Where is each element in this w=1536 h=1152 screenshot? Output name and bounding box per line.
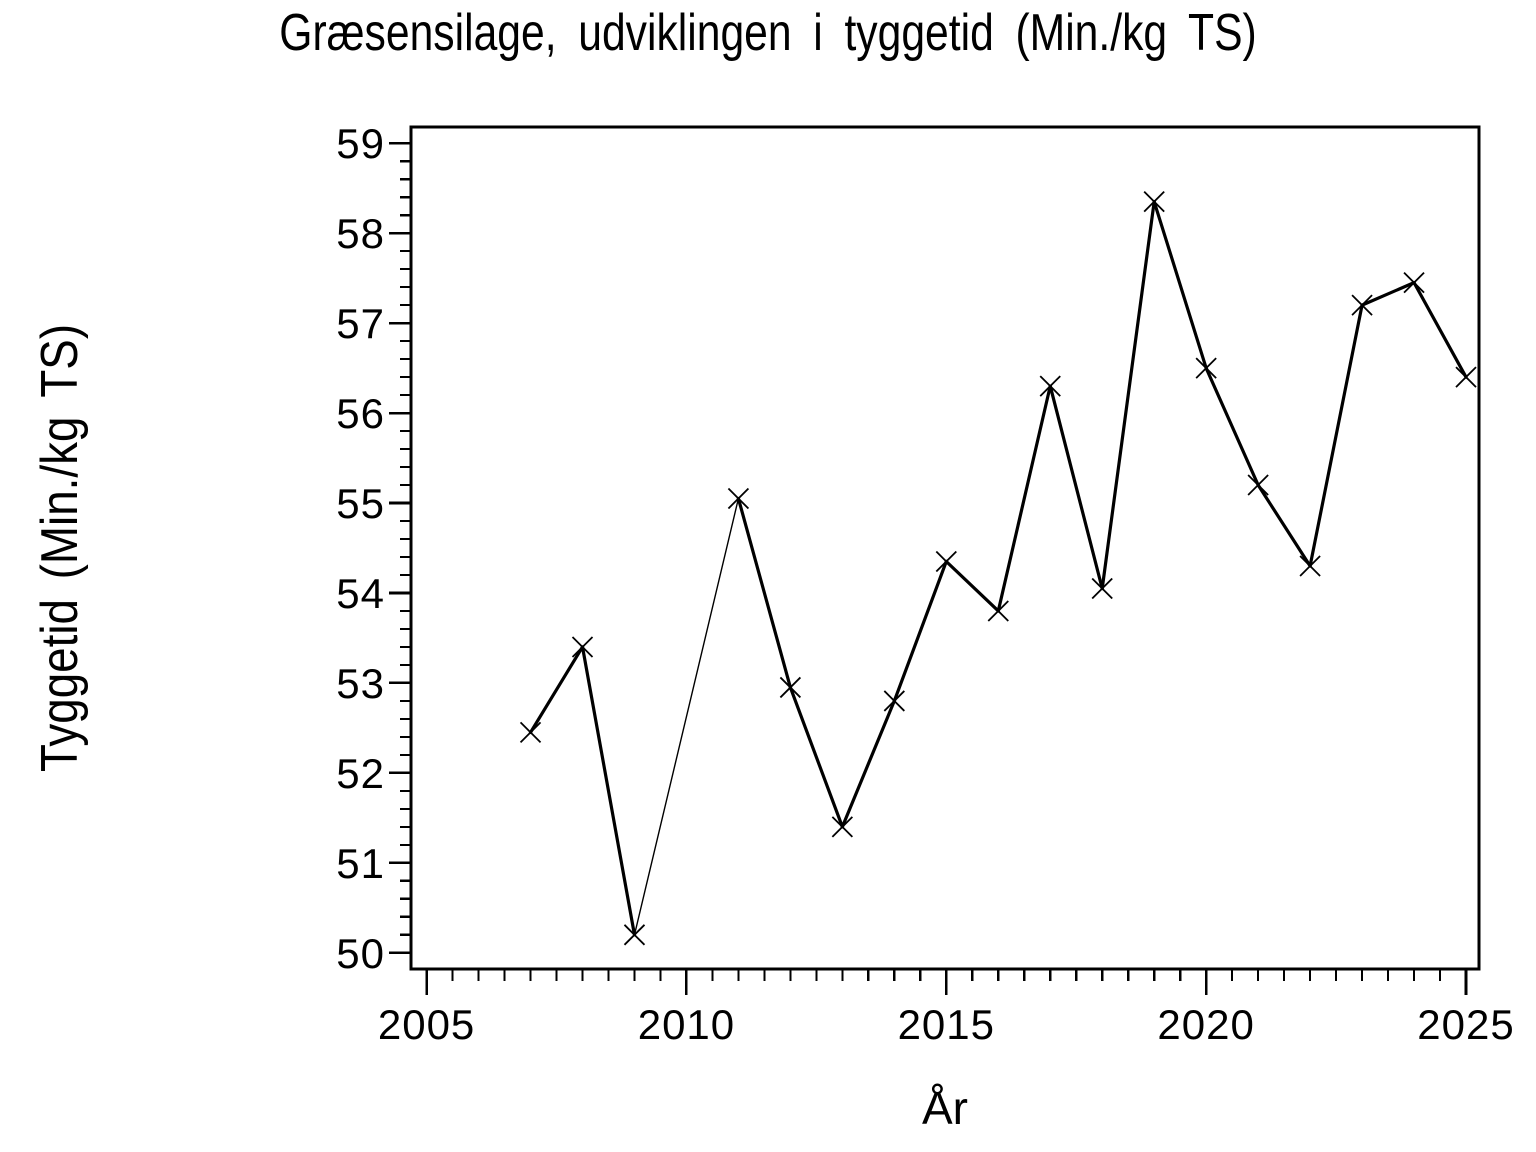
marker-stroke bbox=[1091, 577, 1113, 600]
y-tick-label: 51 bbox=[336, 840, 385, 887]
marker-stroke bbox=[571, 636, 594, 658]
point-marker bbox=[623, 924, 646, 946]
point-marker bbox=[1091, 577, 1113, 600]
point-marker bbox=[883, 690, 905, 712]
line-segment bbox=[1100, 200, 1156, 591]
line-segment bbox=[892, 559, 948, 703]
y-tick-label: 56 bbox=[336, 390, 385, 437]
y-tick-label: 54 bbox=[336, 570, 385, 617]
y-tick-label: 55 bbox=[336, 480, 385, 527]
point-marker bbox=[1351, 294, 1373, 316]
marker-stroke bbox=[519, 721, 542, 744]
marker-stroke bbox=[987, 600, 1009, 622]
point-marker bbox=[1195, 357, 1217, 379]
line-segment bbox=[996, 384, 1052, 613]
marker-stroke bbox=[1143, 191, 1165, 213]
marker-stroke bbox=[1403, 271, 1425, 294]
line-segment bbox=[788, 685, 844, 829]
marker-stroke bbox=[1299, 555, 1321, 577]
line-segment bbox=[580, 645, 637, 937]
point-marker bbox=[1455, 366, 1477, 388]
line-segment bbox=[1048, 384, 1104, 591]
x-tick-label: 2015 bbox=[898, 1001, 995, 1048]
y-axis: 50 51 52 53 54 55 56 57 58 59 bbox=[336, 120, 411, 977]
y-tick-label: 59 bbox=[336, 120, 385, 167]
point-marker bbox=[519, 721, 542, 744]
x-tick-label: 2025 bbox=[1417, 1001, 1514, 1048]
point-marker bbox=[1039, 375, 1061, 397]
marker-stroke bbox=[883, 690, 905, 712]
y-tick-label: 53 bbox=[336, 660, 385, 707]
plot-frame bbox=[409, 125, 1481, 971]
x-tick-label: 2010 bbox=[638, 1001, 735, 1048]
line-segment bbox=[1152, 200, 1208, 370]
line-segment bbox=[528, 645, 585, 735]
line-segment bbox=[1360, 281, 1416, 307]
point-marker bbox=[1299, 555, 1321, 577]
y-tick-label: 52 bbox=[336, 750, 385, 797]
line-segment bbox=[1308, 303, 1364, 568]
point-marker bbox=[1247, 474, 1269, 496]
point-markers bbox=[519, 191, 1477, 946]
point-marker bbox=[1403, 271, 1425, 294]
marker-stroke bbox=[623, 924, 646, 946]
marker-stroke bbox=[831, 816, 853, 838]
y-tick-label: 57 bbox=[336, 300, 385, 347]
y-tick-label: 58 bbox=[336, 210, 385, 257]
line-segment bbox=[1412, 281, 1468, 379]
point-marker bbox=[571, 636, 594, 658]
x-tick-label: 2020 bbox=[1157, 1001, 1254, 1048]
point-marker bbox=[987, 600, 1009, 622]
y-tick-label: 50 bbox=[336, 930, 385, 977]
line-series bbox=[528, 200, 1468, 937]
point-marker bbox=[1143, 191, 1165, 213]
marker-stroke bbox=[727, 487, 750, 510]
x-axis: 2005 2010 2015 2020 2025 bbox=[378, 969, 1514, 1048]
point-marker bbox=[935, 550, 957, 573]
plot-frame-border bbox=[409, 125, 1481, 971]
point-marker bbox=[831, 816, 853, 838]
x-tick-label: 2005 bbox=[378, 1001, 475, 1048]
chart-title: Græsensilage, udviklingen i tyggetid (Mi… bbox=[279, 4, 1257, 62]
line-segment bbox=[1204, 366, 1260, 487]
line-segment bbox=[1256, 483, 1312, 568]
marker-stroke bbox=[1455, 366, 1477, 388]
line-segment bbox=[736, 496, 792, 690]
marker-stroke bbox=[1351, 294, 1373, 316]
x-axis-title: År bbox=[922, 1082, 968, 1134]
marker-stroke bbox=[1039, 375, 1061, 397]
marker-stroke bbox=[935, 550, 957, 573]
marker-stroke bbox=[1247, 474, 1269, 496]
point-marker bbox=[779, 676, 802, 699]
line-segment bbox=[840, 699, 896, 829]
line-segment bbox=[633, 497, 740, 936]
point-marker bbox=[727, 487, 750, 510]
marker-stroke bbox=[1195, 357, 1217, 379]
marker-stroke bbox=[779, 676, 802, 699]
